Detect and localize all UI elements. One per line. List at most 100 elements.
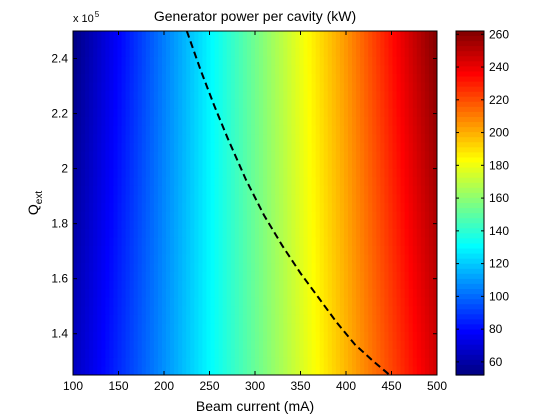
heatmap-cell (255, 56, 260, 66)
heatmap-cell (161, 142, 167, 152)
heatmap-cell (299, 263, 305, 273)
heatmap-cell (73, 237, 78, 247)
heatmap-cell (372, 108, 377, 118)
heatmap-cell (93, 151, 98, 161)
heatmap-cell (145, 82, 151, 92)
heatmap-cell (121, 332, 127, 342)
heatmap-cell (372, 117, 377, 127)
heatmap-cell (222, 271, 228, 281)
heatmap-cell (174, 306, 179, 316)
heatmap-cell (348, 357, 353, 367)
heatmap-cell (311, 125, 317, 135)
heatmap-cell (356, 91, 361, 101)
heatmap-cell (356, 211, 361, 221)
heatmap-cell (125, 349, 131, 359)
heatmap-cell (396, 31, 402, 41)
heatmap-cell (182, 323, 187, 333)
heatmap-cell (81, 117, 86, 127)
heatmap-cell (420, 254, 426, 264)
heatmap-cell (348, 332, 353, 342)
heatmap-cell (380, 134, 386, 144)
heatmap-cell (259, 160, 264, 170)
heatmap-cell (295, 39, 301, 49)
heatmap-cell (85, 74, 90, 84)
heatmap-cell (428, 297, 434, 307)
heatmap-cell (194, 349, 199, 359)
heatmap-cell (279, 349, 284, 359)
heatmap-cell (295, 254, 301, 264)
heatmap-cell (420, 203, 426, 213)
heatmap-cell (380, 177, 386, 187)
heatmap-cell (315, 314, 321, 324)
heatmap-cell (380, 332, 386, 342)
heatmap-cell (137, 323, 143, 333)
heatmap-cell (149, 237, 155, 247)
heatmap-cell (226, 211, 232, 221)
heatmap-cell (101, 194, 106, 204)
heatmap-cell (190, 134, 195, 144)
heatmap-cell (295, 65, 301, 75)
heatmap-cell (153, 280, 159, 290)
heatmap-cell (153, 194, 159, 204)
heatmap-cell (137, 349, 143, 359)
heatmap-cell (307, 306, 313, 316)
heatmap-cell (161, 168, 167, 178)
heatmap-cell (283, 297, 288, 307)
heatmap-cell (250, 125, 256, 135)
heatmap-cell (226, 194, 232, 204)
heatmap-cell (242, 31, 248, 41)
heatmap-cell (214, 340, 220, 350)
heatmap-cell (400, 48, 406, 58)
heatmap-cell (388, 280, 394, 290)
heatmap-cell (242, 177, 248, 187)
heatmap-cell (323, 125, 329, 135)
heatmap-cell (137, 366, 143, 375)
heatmap-cell (271, 65, 276, 75)
heatmap-cell (376, 349, 381, 359)
heatmap-cell (279, 142, 284, 152)
heatmap-cell (186, 271, 191, 281)
heatmap-cell (291, 297, 297, 307)
heatmap-cell (214, 134, 220, 144)
heatmap-cell (161, 108, 167, 118)
heatmap-cell (368, 220, 373, 230)
heatmap-cell (311, 246, 317, 256)
heatmap-cell (117, 332, 123, 342)
heatmap-cell (105, 332, 110, 342)
heatmap-cell (323, 297, 329, 307)
heatmap-cell (275, 254, 280, 264)
heatmap-cell (343, 177, 349, 187)
heatmap-cell (299, 31, 305, 41)
heatmap-cell (226, 31, 232, 41)
heatmap-cell (109, 56, 115, 66)
heatmap-cell (214, 323, 220, 333)
colorbar-segment (456, 344, 484, 351)
heatmap-cell (303, 357, 309, 367)
heatmap-cell (250, 349, 256, 359)
heatmap-cell (222, 366, 228, 375)
heatmap-cell (190, 306, 195, 316)
heatmap-cell (263, 340, 268, 350)
heatmap-cell (186, 74, 191, 84)
heatmap-cell (202, 280, 208, 290)
heatmap-cell (242, 280, 248, 290)
heatmap-cell (352, 203, 357, 213)
heatmap-cell (186, 357, 191, 367)
heatmap-cell (198, 125, 204, 135)
heatmap-cell (348, 246, 353, 256)
heatmap-cell (170, 314, 175, 324)
heatmap-cell (121, 74, 127, 84)
heatmap-cell (222, 357, 228, 367)
heatmap-cell (372, 306, 377, 316)
heatmap-cell (376, 357, 381, 367)
heatmap-cell (222, 82, 228, 92)
heatmap-cell (331, 271, 337, 281)
heatmap-cell (218, 134, 224, 144)
heatmap-cell (259, 177, 264, 187)
heatmap-cell (125, 203, 131, 213)
heatmap-cell (311, 177, 317, 187)
heatmap-cell (432, 31, 437, 41)
heatmap-cell (145, 220, 151, 230)
heatmap-cell (85, 323, 90, 333)
colorbar-segment (456, 364, 484, 371)
